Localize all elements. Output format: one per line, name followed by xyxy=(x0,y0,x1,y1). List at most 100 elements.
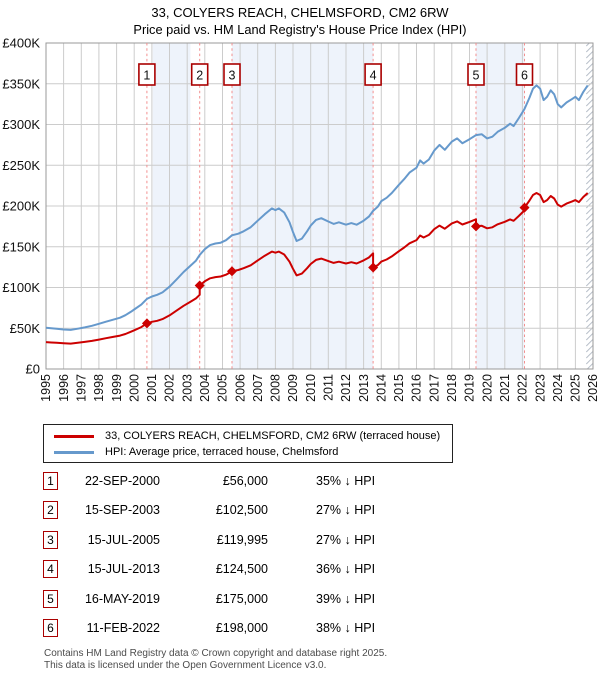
x-axis-tick-label: 1998 xyxy=(92,374,106,402)
transaction-hpi-delta: 39% ↓ HPI xyxy=(316,591,376,606)
y-axis-tick-label: £300K xyxy=(2,117,40,132)
sale-point-marker xyxy=(226,266,237,277)
x-axis-tick-label: 2014 xyxy=(375,374,389,402)
property-series-label: 33, COLYERS REACH, CHELMSFORD, CM2 6RW (… xyxy=(105,430,441,442)
sale-number-label: 5 xyxy=(473,69,480,83)
x-axis-tick-label: 2011 xyxy=(322,374,336,401)
transaction-date: 15-JUL-2013 xyxy=(87,562,160,576)
x-axis-tick-label: 2006 xyxy=(233,374,247,402)
plot-border xyxy=(45,42,594,370)
x-axis-tick-label: 2000 xyxy=(127,374,141,402)
transaction-date: 15-JUL-2005 xyxy=(87,532,160,547)
property-line-swatch xyxy=(54,434,94,438)
transaction-row: 4 15-JUL-2013 £124,500 36% ↓ HPI xyxy=(43,560,563,579)
x-axis-tick-label: 2023 xyxy=(533,374,547,402)
x-axis-tick-label: 2013 xyxy=(357,374,371,402)
hpi-series-line xyxy=(45,84,589,331)
sale-number-label: 1 xyxy=(143,69,150,83)
x-axis-tick-label: 2017 xyxy=(427,374,441,402)
x-axis-tick-label: 2009 xyxy=(286,374,300,402)
transaction-date: 11-FEB-2022 xyxy=(86,621,160,635)
transaction-number-badge: 1 xyxy=(43,471,58,490)
x-axis-tick-label: 2008 xyxy=(269,374,283,402)
transaction-hpi-delta: 27% ↓ HPI xyxy=(316,532,376,547)
transaction-row: 1 22-SEP-2000 £56,000 35% ↓ HPI xyxy=(43,471,563,490)
license-footer: Contains HM Land Registry data © Crown c… xyxy=(44,648,387,671)
y-axis-tick-label: £50K xyxy=(10,321,41,336)
footer-line-2: This data is licensed under the Open Gov… xyxy=(44,659,327,671)
sale-number-badge xyxy=(223,63,241,86)
transaction-row: 6 11-FEB-2022 £198,000 38% ↓ HPI xyxy=(43,619,563,638)
sale-number-badge xyxy=(515,63,534,86)
x-axis-tick-label: 2005 xyxy=(216,374,230,402)
transaction-number-badge: 6 xyxy=(43,619,58,637)
x-axis-tick-label: 2004 xyxy=(198,374,212,402)
y-axis-tick-label: £400K xyxy=(2,36,40,51)
sale-number-badge xyxy=(190,63,209,86)
page-title: 33, COLYERS REACH, CHELMSFORD, CM2 6RW xyxy=(151,5,449,20)
transaction-number-badge: 4 xyxy=(43,560,58,578)
transaction-date: 22-SEP-2000 xyxy=(84,473,160,488)
sale-point-marker xyxy=(368,262,379,273)
sale-number-label: 6 xyxy=(521,69,528,83)
hpi-line-swatch xyxy=(54,450,94,454)
footer-line-1: Contains HM Land Registry data © Crown c… xyxy=(44,648,388,659)
sale-point-marker xyxy=(141,318,152,329)
transaction-number-badge: 3 xyxy=(43,530,58,549)
transaction-price: £102,500 xyxy=(215,503,268,517)
sale-number-label: 3 xyxy=(229,69,236,83)
x-axis-tick-label: 2026 xyxy=(586,374,600,402)
sale-number-badge xyxy=(138,63,156,86)
x-axis-tick-label: 2019 xyxy=(463,374,477,402)
hpi-series-label: HPI: Average price, terraced house, Chel… xyxy=(105,446,339,458)
transaction-row: 3 15-JUL-2005 £119,995 27% ↓ HPI xyxy=(43,530,563,549)
sale-number-label: 2 xyxy=(196,69,203,83)
transaction-hpi-delta: 36% ↓ HPI xyxy=(316,562,376,576)
x-axis-tick-label: 2021 xyxy=(498,374,512,402)
y-axis-tick-label: £200K xyxy=(2,199,40,214)
transaction-number-badge: 5 xyxy=(43,589,58,608)
sale-number-badge xyxy=(364,63,382,86)
x-axis-tick-label: 2025 xyxy=(569,374,583,402)
x-axis-tick-label: 1999 xyxy=(110,374,124,402)
transaction-date: 16-MAY-2019 xyxy=(84,591,160,606)
transaction-hpi-delta: 38% ↓ HPI xyxy=(316,621,376,635)
transaction-row: 2 15-SEP-2003 £102,500 27% ↓ HPI xyxy=(43,501,563,520)
x-axis-tick-label: 2003 xyxy=(180,374,194,402)
x-axis-tick-label: 2022 xyxy=(516,374,530,402)
x-axis-tick-label: 2007 xyxy=(251,374,265,402)
sale-point-marker xyxy=(194,280,205,291)
y-axis-tick-label: £250K xyxy=(2,158,40,173)
x-axis-tick-label: 2010 xyxy=(304,374,318,402)
x-axis-tick-label: 2015 xyxy=(392,374,406,402)
x-axis-tick-label: 2016 xyxy=(410,374,424,402)
transaction-price: £119,995 xyxy=(216,532,268,547)
transactions-table: 1 22-SEP-2000 £56,000 35% ↓ HPI 2 15-SEP-2003… xyxy=(43,471,563,648)
transaction-price: £175,000 xyxy=(215,591,268,606)
x-axis-tick-label: 2020 xyxy=(480,374,494,402)
transaction-price: £56,000 xyxy=(222,473,268,488)
transaction-price: £124,500 xyxy=(215,562,268,576)
price-history-chart: 1 2 3 4 5 6 £0 £50K £100K £150K £200K £250K £300K £35… xyxy=(2,36,600,402)
x-axis-tick-label: 1996 xyxy=(57,374,71,402)
y-axis-tick-label: £100K xyxy=(2,280,40,295)
legend-row-hpi: HPI: Average price, terraced house, Chel… xyxy=(54,444,452,460)
transaction-date: 15-SEP-2003 xyxy=(84,503,160,517)
x-axis-tick-label: 1997 xyxy=(75,374,89,402)
y-axis-tick-label: £0 xyxy=(26,362,40,377)
transaction-hpi-delta: 35% ↓ HPI xyxy=(316,473,376,488)
x-axis-tick-label: 1995 xyxy=(39,374,53,402)
transaction-row: 5 16-MAY-2019 £175,000 39% ↓ HPI xyxy=(43,589,563,608)
sale-point-marker xyxy=(471,221,482,232)
x-axis-tick-label: 2018 xyxy=(445,374,459,402)
y-axis-tick-label: £150K xyxy=(2,239,40,254)
sale-point-marker xyxy=(519,202,530,213)
x-axis-tick-label: 2002 xyxy=(163,374,177,402)
sale-number-badge xyxy=(467,63,485,86)
transaction-hpi-delta: 27% ↓ HPI xyxy=(316,503,376,517)
property-series-line xyxy=(45,192,589,345)
transaction-price: £198,000 xyxy=(215,621,268,635)
x-axis-tick-label: 2001 xyxy=(145,374,159,402)
x-axis-tick-label: 2024 xyxy=(551,374,565,402)
transaction-number-badge: 2 xyxy=(43,501,58,519)
